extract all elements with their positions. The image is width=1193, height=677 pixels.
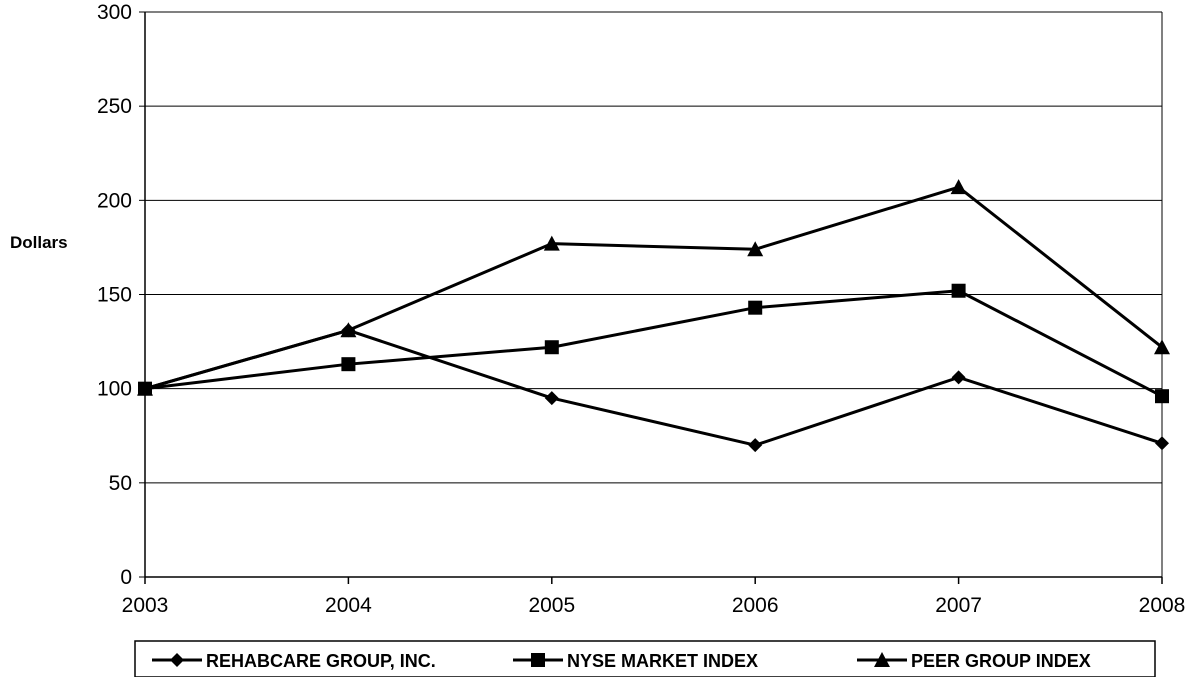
x-tick-label: 2008 bbox=[1139, 594, 1186, 617]
series-lines bbox=[137, 179, 1170, 453]
data-point-diamond bbox=[544, 391, 559, 406]
legend-marker-diamond bbox=[170, 653, 184, 667]
series-line bbox=[144, 328, 1163, 447]
legend: REHABCARE GROUP, INC. NYSE MARKET INDEX PE… bbox=[134, 640, 1156, 677]
data-point-triangle bbox=[137, 380, 153, 396]
x-tick-label: 2004 bbox=[325, 594, 372, 617]
x-tick-label: 2007 bbox=[935, 594, 982, 617]
data-point-triangle bbox=[950, 179, 967, 195]
data-point-square bbox=[341, 357, 356, 372]
legend-marker-triangle bbox=[874, 652, 890, 667]
y-tick-label: 100 bbox=[97, 378, 132, 401]
data-point-triangle bbox=[747, 241, 764, 257]
data-point-triangle bbox=[1154, 339, 1170, 355]
y-axis-title: Dollars bbox=[10, 233, 68, 252]
legend-marker-square bbox=[531, 653, 545, 667]
data-point-triangle bbox=[340, 322, 357, 338]
y-tick-label: 300 bbox=[97, 1, 132, 24]
data-point-triangle bbox=[543, 235, 560, 251]
tick-labels: 0 50 100 150 200 250 300 2003 2004 2005 2006 2007 20… bbox=[97, 1, 1185, 617]
y-tick-label: 150 bbox=[97, 284, 132, 307]
series-line bbox=[144, 289, 1163, 398]
data-point-square bbox=[748, 300, 763, 315]
y-tick-label: 0 bbox=[120, 566, 132, 589]
x-tick-label: 2005 bbox=[528, 594, 575, 617]
legend-entry: PEER GROUP INDEX bbox=[857, 651, 1091, 671]
legend-label: REHABCARE GROUP, INC. bbox=[206, 651, 436, 671]
data-point-square bbox=[1155, 389, 1169, 404]
series-triangle bbox=[137, 179, 1170, 396]
x-tick-label: 2003 bbox=[122, 594, 169, 617]
y-tick-label: 250 bbox=[97, 95, 132, 118]
data-point-diamond bbox=[748, 438, 763, 453]
y-tick-label: 200 bbox=[97, 189, 132, 212]
x-tick-label: 2006 bbox=[732, 594, 779, 617]
data-point-square bbox=[544, 340, 559, 355]
legend-entry: NYSE MARKET INDEX bbox=[513, 651, 758, 671]
legend-label: NYSE MARKET INDEX bbox=[567, 651, 758, 671]
legend-entry: REHABCARE GROUP, INC. bbox=[152, 651, 436, 671]
series-square bbox=[138, 283, 1169, 404]
data-point-diamond bbox=[1155, 436, 1169, 451]
gridlines bbox=[145, 11, 1163, 577]
series-line bbox=[144, 185, 1163, 391]
data-point-diamond bbox=[951, 370, 966, 385]
legend-label: PEER GROUP INDEX bbox=[911, 651, 1091, 671]
y-tick-label: 50 bbox=[109, 472, 132, 495]
data-point-square bbox=[951, 283, 966, 298]
axes bbox=[139, 11, 1163, 584]
series-diamond bbox=[138, 323, 1169, 453]
legend-box bbox=[134, 640, 1156, 677]
